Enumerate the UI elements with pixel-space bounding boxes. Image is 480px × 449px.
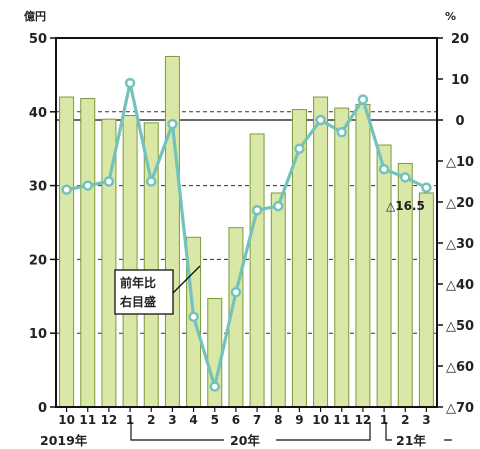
bracket-2021 (385, 422, 452, 441)
x-tick-label: 4 (189, 413, 197, 427)
x-tick-label: 11 (79, 413, 96, 427)
x-tick-label: 2 (401, 413, 409, 427)
x-tick-label: 12 (101, 413, 118, 427)
right-tick-label: 0 (455, 114, 464, 129)
line-point (167, 118, 178, 130)
line-point (124, 77, 136, 89)
line-point (188, 311, 199, 323)
annotation-box: 前年比 右目盛 (114, 265, 201, 315)
right-tick-label: △50 (446, 319, 474, 334)
line-layer (61, 77, 432, 392)
bar (334, 107, 350, 408)
bar (164, 55, 180, 408)
x-tick-label: 5 (211, 413, 219, 427)
left-tick-label: 40 (29, 106, 47, 121)
bracket-2020 (130, 422, 371, 441)
left-tick-label: 0 (38, 401, 47, 416)
year-brackets (130, 422, 452, 441)
x-tick-label: 11 (333, 413, 350, 427)
right-tick-label: 10 (451, 73, 469, 88)
right-axis-unit: % (445, 10, 456, 23)
annotation-line-1: 前年比 (120, 275, 156, 290)
year-label-2020: 20年 (230, 433, 260, 448)
x-tick-label: 9 (295, 413, 303, 427)
line-point (400, 172, 411, 183)
line-point (82, 180, 93, 191)
x-axis: 10 11 12 1 2 3 4 5 6 7 8 9 10 11 12 1 2 3 (58, 407, 431, 427)
right-tick-label: △70 (446, 401, 474, 416)
left-tick-label: 10 (29, 327, 47, 342)
right-tick-label: △40 (446, 278, 474, 293)
bar (249, 133, 265, 408)
x-tick-label: 12 (355, 413, 372, 427)
bar (270, 192, 286, 408)
x-tick-label: 1 (126, 413, 134, 427)
bar (122, 114, 138, 408)
left-tick-label: 50 (29, 32, 47, 47)
right-tick-label: 20 (451, 32, 469, 47)
bar (80, 98, 96, 408)
annotation-line-2: 右目盛 (119, 294, 156, 309)
line-point (146, 176, 157, 187)
x-tick-label: 7 (253, 413, 261, 427)
x-tick-label: 8 (274, 413, 282, 427)
bar (376, 144, 392, 408)
right-tick-label: △20 (446, 196, 474, 211)
line-point (421, 182, 432, 193)
line-point (230, 286, 242, 298)
line-point (251, 204, 263, 216)
line-point (357, 94, 369, 105)
line-point (378, 163, 390, 175)
bar (313, 96, 329, 408)
line-point (315, 114, 326, 126)
line-point (273, 200, 284, 212)
right-tick-label: △10 (446, 155, 474, 170)
year-label-2021: 21年 (396, 433, 426, 448)
right-tick-label: △60 (446, 360, 474, 375)
line-point (61, 184, 72, 195)
yoy-line (66, 81, 428, 389)
bars-layer (59, 55, 434, 408)
left-axis-ticks: 50 40 30 20 10 0 (29, 32, 56, 416)
left-tick-label: 30 (29, 180, 47, 195)
x-tick-label: 6 (232, 413, 240, 427)
gridlines (56, 111, 437, 334)
bar (418, 192, 434, 408)
x-tick-label: 3 (422, 413, 430, 427)
plot-frame (55, 37, 438, 408)
line-point (209, 381, 220, 392)
x-tick-label: 10 (58, 413, 75, 427)
line-point (294, 143, 305, 154)
line-point (103, 176, 115, 187)
x-tick-label: 10 (312, 413, 329, 427)
left-tick-label: 20 (29, 253, 47, 268)
annotation-leader (172, 265, 201, 294)
x-tick-label: 3 (168, 413, 176, 427)
year-label-2019: 2019年 (40, 433, 88, 448)
bar (59, 96, 75, 408)
left-axis-unit: 億円 (24, 9, 46, 23)
x-tick-label: 2 (147, 413, 155, 427)
data-label-last: △16.5 (386, 199, 425, 213)
right-axis-ticks: 20 10 0 △10 △20 △30 △40 △50 △60 △70 (437, 32, 474, 416)
bar (355, 103, 371, 408)
line-point (336, 127, 347, 138)
bar (291, 109, 307, 408)
x-tick-label: 1 (380, 413, 388, 427)
right-tick-label: △30 (446, 237, 474, 252)
